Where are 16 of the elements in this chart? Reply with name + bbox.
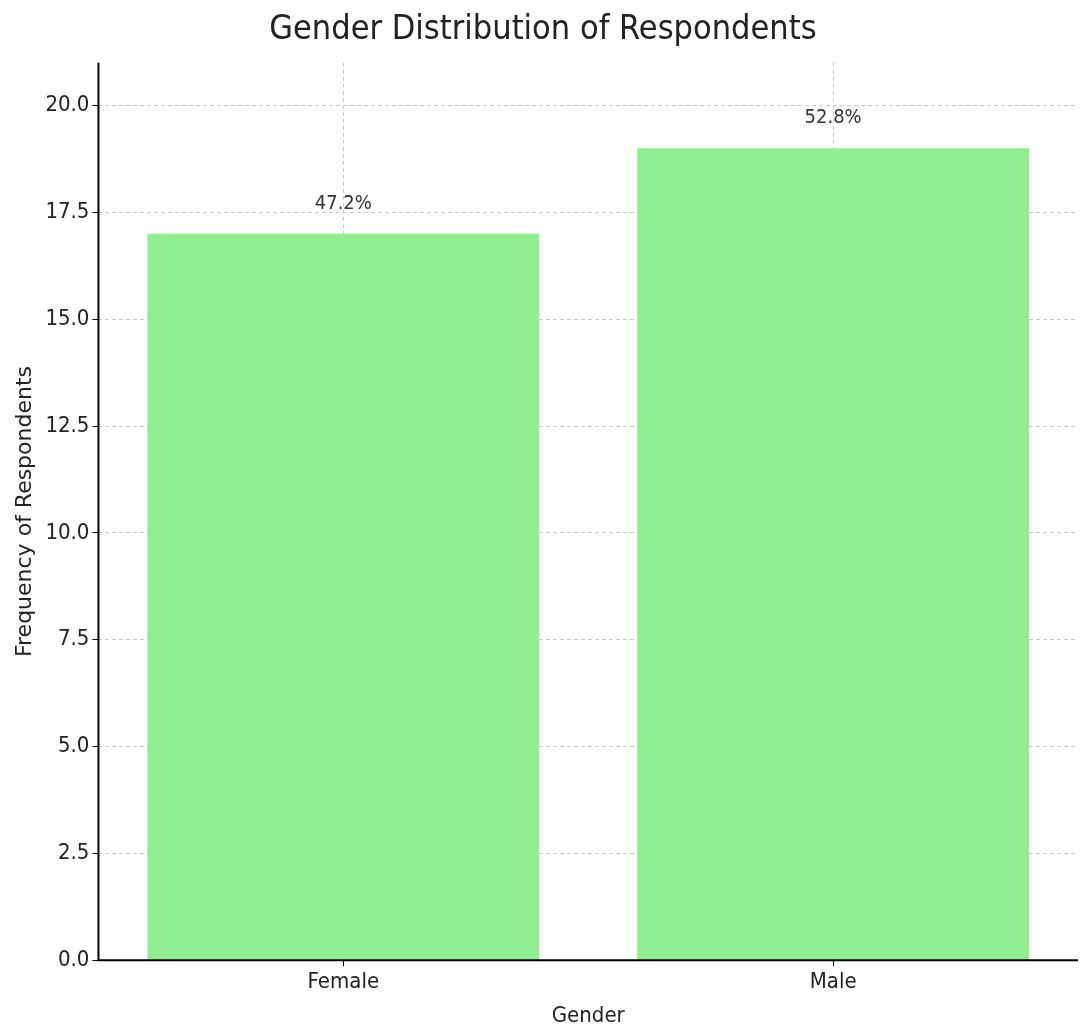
annotation: 47.2% <box>314 189 372 214</box>
y-tick-label: 7.5 <box>57 625 90 651</box>
annotation: 52.8% <box>804 104 862 129</box>
y-axis-title: Frequency of Respondents <box>10 365 36 658</box>
y-tick-label: 2.5 <box>57 839 90 865</box>
y-tick-label: 15.0 <box>45 304 90 330</box>
chart-title: Gender Distribution of Respondents <box>269 7 817 48</box>
x-axis-title: Gender <box>551 1001 626 1027</box>
y-tick-label: 0.0 <box>57 945 90 971</box>
y-tick-label: 12.5 <box>45 411 90 437</box>
y-tick-label: 5.0 <box>57 732 90 758</box>
x-tick-label: Male <box>809 968 857 994</box>
y-tick-label: 17.5 <box>45 198 90 224</box>
y-tick-label: 20.0 <box>45 91 90 117</box>
y-tick-label: 10.0 <box>45 518 90 544</box>
x-tick-label: Female <box>307 968 380 994</box>
